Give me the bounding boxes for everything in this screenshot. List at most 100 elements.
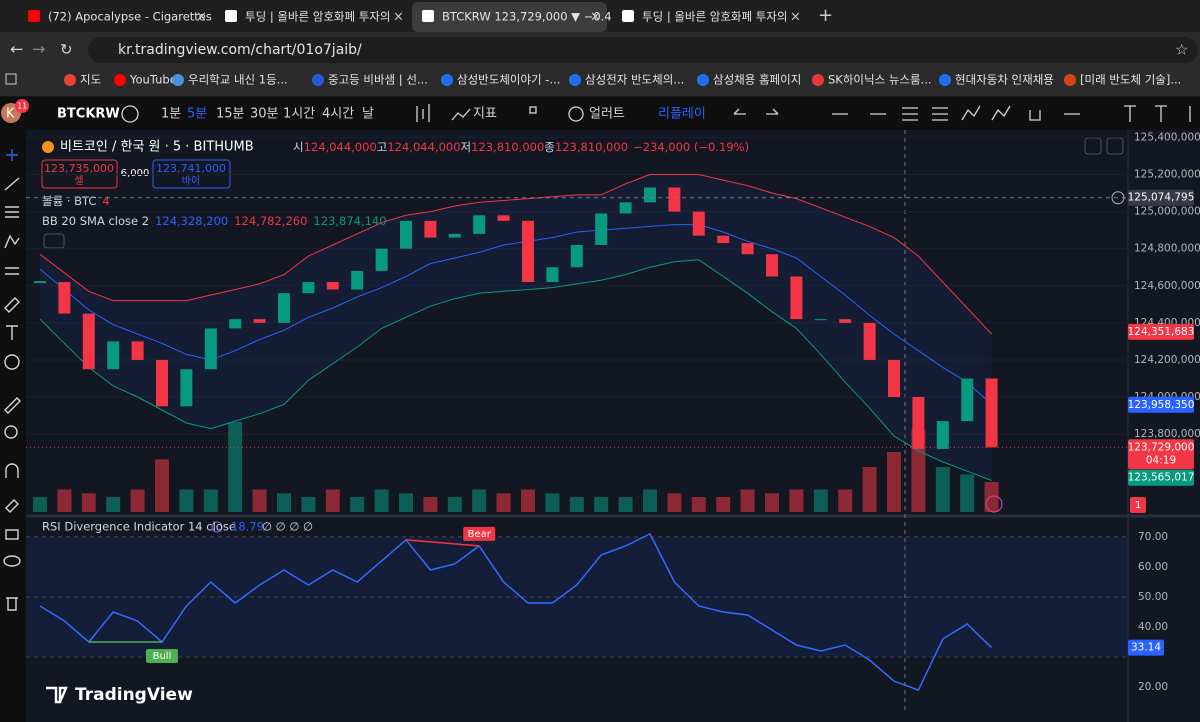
indicators-icon[interactable]	[451, 108, 471, 121]
brush-tool[interactable]	[4, 297, 20, 313]
emoji-tool[interactable]	[4, 354, 20, 370]
spread: 6,000	[121, 168, 150, 179]
ohlc-key: −234,000 (−0.19%)	[633, 140, 749, 154]
cross-tool[interactable]	[6, 149, 18, 161]
bb-lower	[39, 259, 992, 481]
ohlc-value: 123,810,000	[471, 140, 544, 154]
tab[interactable]	[18, 2, 213, 32]
sell-price: 123,735,000	[44, 162, 114, 175]
bookmark[interactable]: YouTube	[129, 73, 177, 87]
price-label-box	[1128, 323, 1194, 340]
bookmark[interactable]: [미래 반도체 기술]...	[1080, 73, 1181, 87]
ohlc: 시124,044,000고124,044,000저123,810,000종123…	[293, 140, 749, 154]
replay[interactable]: 리플레이	[658, 107, 706, 122]
bookmark[interactable]: 우리학교 내신 1등...	[188, 73, 288, 87]
price-label-box	[1128, 189, 1194, 206]
undo-button[interactable]	[733, 108, 746, 115]
reload-button[interactable]: ↻	[60, 41, 73, 59]
interval[interactable]: 1분	[161, 107, 181, 122]
collapse-button[interactable]	[1084, 137, 1102, 155]
magnet-tool[interactable]	[5, 463, 19, 478]
url[interactable]: kr.tradingview.com/chart/01o7jaib/	[118, 42, 362, 58]
bookmark[interactable]: 지도	[80, 73, 101, 87]
pattern-tool[interactable]	[4, 234, 20, 249]
interval[interactable]: 1시간	[283, 107, 315, 122]
alert-icon[interactable]	[568, 106, 584, 122]
forward-button[interactable]: →	[32, 40, 45, 59]
candle-body	[522, 220, 534, 283]
candle-body	[644, 187, 656, 203]
volume-bar	[447, 497, 462, 512]
templates-button[interactable]	[529, 106, 537, 114]
add-symbol-button[interactable]	[121, 105, 139, 123]
interval[interactable]: 4시간	[322, 107, 354, 122]
projection-tool[interactable]	[5, 267, 19, 275]
legend-toggle[interactable]	[43, 233, 65, 249]
candle-body	[692, 211, 705, 236]
drawing-shortcuts[interactable]	[832, 105, 1191, 122]
visibility-tool[interactable]	[3, 555, 21, 567]
zoom-tool[interactable]	[4, 425, 18, 439]
rsi-tick-label: 20.00	[1138, 681, 1168, 693]
btc-icon	[42, 141, 54, 153]
tab-close[interactable]: ×	[790, 10, 801, 25]
delete-tool[interactable]	[6, 597, 18, 611]
sell-button[interactable]	[41, 159, 118, 189]
rsi-na: ∅ ∅ ∅ ∅	[262, 520, 313, 534]
interval[interactable]: 5분	[187, 107, 207, 122]
volume-bar	[423, 497, 438, 512]
lock-drawing-tool[interactable]	[5, 499, 19, 513]
interval[interactable]: 15분	[216, 107, 245, 122]
volume-bar	[789, 489, 804, 512]
chart-type-button[interactable]	[416, 104, 430, 122]
candle-body	[156, 359, 168, 407]
maximize-button[interactable]	[1106, 137, 1124, 155]
apps-icon	[5, 73, 17, 85]
new-tab[interactable]: +	[818, 5, 833, 26]
interval[interactable]: 30분	[250, 107, 279, 122]
back-button[interactable]: ←	[10, 40, 23, 59]
ruler-tool[interactable]	[4, 397, 21, 414]
redo-button[interactable]	[766, 108, 779, 115]
tab-icon	[622, 10, 634, 22]
volume-bar	[472, 489, 487, 512]
tab-close[interactable]: ×	[393, 10, 404, 25]
ohlc-key: 종	[544, 140, 555, 154]
lock-tool[interactable]	[5, 529, 19, 540]
address-field[interactable]	[88, 37, 1198, 63]
indicators[interactable]: 지표	[473, 107, 497, 122]
tab-close[interactable]: ×	[590, 10, 601, 25]
volume-bar	[325, 489, 340, 512]
bookmark[interactable]: 중고등 비바샘 | 선...	[328, 73, 428, 87]
tab[interactable]	[612, 2, 807, 32]
interval[interactable]: 날	[362, 107, 374, 122]
tab-title: 투딩 | 올바른 암호화폐 투자의	[642, 10, 787, 24]
rsi-tick-label: 70.00	[1138, 531, 1168, 543]
volume-bar	[765, 493, 779, 512]
text-tool[interactable]	[6, 325, 18, 340]
candle-body	[595, 213, 608, 245]
tab-icon	[225, 10, 237, 22]
volume-bar	[203, 489, 218, 512]
bookmark[interactable]: 현대자동차 인재채용	[955, 73, 1054, 87]
avatar-letter: K	[6, 107, 15, 122]
fib-tool[interactable]	[5, 206, 19, 218]
line-tool[interactable]	[4, 177, 20, 191]
ohlc-value: 124,044,000	[304, 140, 377, 154]
bookmark[interactable]: 삼성전자 반도체의...	[585, 73, 684, 87]
rsi-value: 18.79	[231, 520, 264, 534]
alert[interactable]: 얼러트	[589, 107, 625, 122]
symbol[interactable]: BTCKRW	[57, 107, 120, 122]
tab-title: 투딩 | 올바른 암호화폐 투자의	[245, 10, 390, 24]
bookmark-star[interactable]: ☆	[1175, 41, 1188, 59]
volume-bar	[374, 489, 389, 512]
tab[interactable]	[215, 2, 410, 32]
bookmark[interactable]: 삼성반도체이야기 -...	[457, 73, 560, 87]
tab[interactable]	[412, 2, 607, 32]
bookmark[interactable]: SK하이닉스 뉴스룸...	[828, 73, 932, 87]
buy-button[interactable]	[152, 159, 231, 189]
add-alert-button[interactable]	[1111, 191, 1125, 205]
tab-close[interactable]: ×	[196, 10, 207, 25]
bookmark[interactable]: 삼성채용 홈페이지	[713, 73, 801, 87]
rsi-tick-label: 40.00	[1138, 621, 1168, 633]
